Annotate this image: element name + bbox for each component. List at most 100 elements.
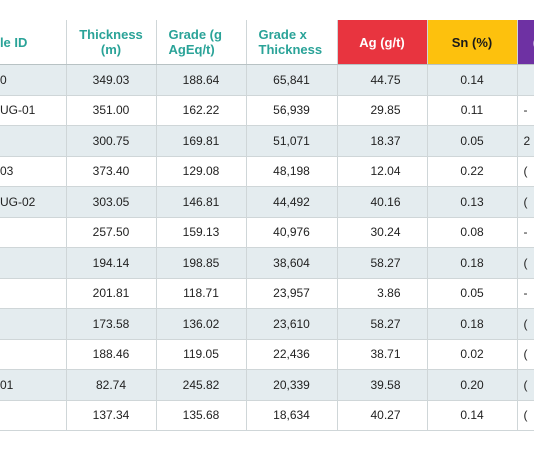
cell-grade: 146.81 [156,186,247,218]
cell-thickness: 373.40 [66,156,157,187]
cell-thickness: 173.58 [66,308,157,340]
cell-hole-id: 03 [0,156,67,187]
cell-hole-id [0,217,67,248]
cell-extra: ( [517,369,534,401]
cell-thickness: 194.14 [66,247,157,279]
cell-hole-id [0,339,67,370]
cell-grade-x-thickness: 38,604 [246,247,338,279]
cell-sn: 0.18 [427,247,518,279]
cell-sn: 0.05 [427,278,518,309]
cell-hole-id: 0 [0,64,67,96]
table-row: UG-02 303.05 146.81 44,492 40.16 0.13( [0,186,534,218]
cell-grade-x-thickness: 51,071 [246,125,338,157]
cell-grade-x-thickness: 23,610 [246,308,338,340]
table-body: 0 349.03 188.64 65,841 44.75 0.14 UG-01 351.00 1… [0,64,534,431]
cell-ag: 40.16 [337,186,428,218]
cell-ag: 38.71 [337,339,428,370]
cell-extra: - [517,95,534,126]
cell-extra: ( [517,247,534,279]
cell-grade-x-thickness: 56,939 [246,95,338,126]
table-row: 137.34 135.68 18,634 40.27 0.14( [0,400,534,431]
cell-sn: 0.22 [427,156,518,187]
table-row: 01 82.74 245.82 20,339 39.58 0.20( [0,369,534,401]
cell-ag: 40.27 [337,400,428,431]
table-row: 03 373.40 129.08 48,198 12.04 0.22( [0,156,534,187]
header-grade-x-thickness: Grade x Thickness [246,20,338,65]
cell-hole-id: 01 [0,369,67,401]
cell-hole-id: UG-01 [0,95,67,126]
cell-extra: ( [517,156,534,187]
cell-extra [517,64,534,96]
cell-ag: 58.27 [337,308,428,340]
header-ag: Ag (g/t) [337,20,428,65]
cell-grade: 119.05 [156,339,247,370]
cell-thickness: 201.81 [66,278,157,309]
cell-ag: 39.58 [337,369,428,401]
cell-extra: ( [517,308,534,340]
cell-sn: 0.11 [427,95,518,126]
cell-extra: ( [517,186,534,218]
header-thickness: Thickness (m) [66,20,157,65]
cell-extra: 2 [517,125,534,157]
cell-thickness: 300.75 [66,125,157,157]
cell-hole-id [0,278,67,309]
header-grade: Grade (g AgEq/t) [156,20,247,65]
results-table-container: ole ID Thickness (m) Grade (g AgEq/t) Gr… [0,20,534,431]
table-row: 300.75 169.81 51,071 18.37 0.05 2 [0,125,534,157]
cell-hole-id [0,308,67,340]
cell-grade-x-thickness: 48,198 [246,156,338,187]
cell-grade-x-thickness: 22,436 [246,339,338,370]
cell-sn: 0.08 [427,217,518,248]
cell-grade-x-thickness: 18,634 [246,400,338,431]
cell-ag: 3.86 [337,278,428,309]
header-row: ole ID Thickness (m) Grade (g AgEq/t) Gr… [0,20,534,65]
cell-thickness: 351.00 [66,95,157,126]
cell-sn: 0.20 [427,369,518,401]
table-row: 173.58 136.02 23,610 58.27 0.18( [0,308,534,340]
cell-grade-x-thickness: 23,957 [246,278,338,309]
cell-extra: ( [517,339,534,370]
cell-thickness: 349.03 [66,64,157,96]
cell-grade: 162.22 [156,95,247,126]
cell-ag: 30.24 [337,217,428,248]
cell-hole-id: UG-02 [0,186,67,218]
cell-grade-x-thickness: 40,976 [246,217,338,248]
cell-grade: 135.68 [156,400,247,431]
table-header: ole ID Thickness (m) Grade (g AgEq/t) Gr… [0,20,534,65]
table-row: 188.46 119.05 22,436 38.71 0.02( [0,339,534,370]
cell-thickness: 303.05 [66,186,157,218]
table-row: 194.14 198.85 38,604 58.27 0.18( [0,247,534,279]
cell-grade: 118.71 [156,278,247,309]
cell-grade: 159.13 [156,217,247,248]
cell-grade-x-thickness: 20,339 [246,369,338,401]
cell-grade: 245.82 [156,369,247,401]
header-sn: Sn (%) [427,20,518,65]
table-row: 201.81 118.71 23,957 3.86 0.05- [0,278,534,309]
cell-grade: 136.02 [156,308,247,340]
cell-grade: 129.08 [156,156,247,187]
cell-sn: 0.13 [427,186,518,218]
cell-grade: 188.64 [156,64,247,96]
cell-extra: - [517,217,534,248]
cell-sn: 0.18 [427,308,518,340]
cell-sn: 0.14 [427,400,518,431]
cell-ag: 58.27 [337,247,428,279]
drill-results-table: ole ID Thickness (m) Grade (g AgEq/t) Gr… [0,20,534,431]
cell-thickness: 257.50 [66,217,157,248]
cell-grade-x-thickness: 44,492 [246,186,338,218]
cell-extra: - [517,278,534,309]
cell-ag: 29.85 [337,95,428,126]
cell-thickness: 188.46 [66,339,157,370]
table-row: 257.50 159.13 40,976 30.24 0.08- [0,217,534,248]
cell-ag: 18.37 [337,125,428,157]
cell-sn: 0.05 [427,125,518,157]
cell-hole-id [0,125,67,157]
header-hole-id: ole ID [0,20,67,65]
cell-thickness: 137.34 [66,400,157,431]
cell-grade: 169.81 [156,125,247,157]
cell-sn: 0.14 [427,64,518,96]
cell-ag: 12.04 [337,156,428,187]
cell-hole-id [0,247,67,279]
cell-thickness: 82.74 [66,369,157,401]
table-row: 0 349.03 188.64 65,841 44.75 0.14 [0,64,534,96]
